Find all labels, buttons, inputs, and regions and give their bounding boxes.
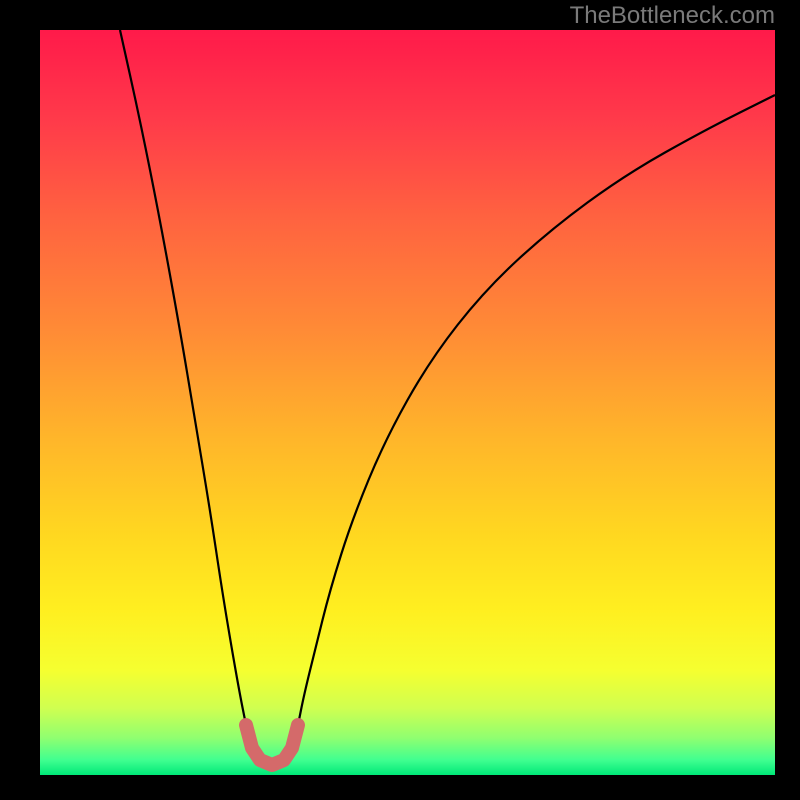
watermark-text: TheBottleneck.com bbox=[570, 2, 775, 30]
plot-area bbox=[40, 30, 775, 775]
gradient-background bbox=[40, 30, 775, 775]
chart-canvas: TheBottleneck.com bbox=[0, 0, 800, 800]
plot-svg bbox=[40, 30, 775, 775]
